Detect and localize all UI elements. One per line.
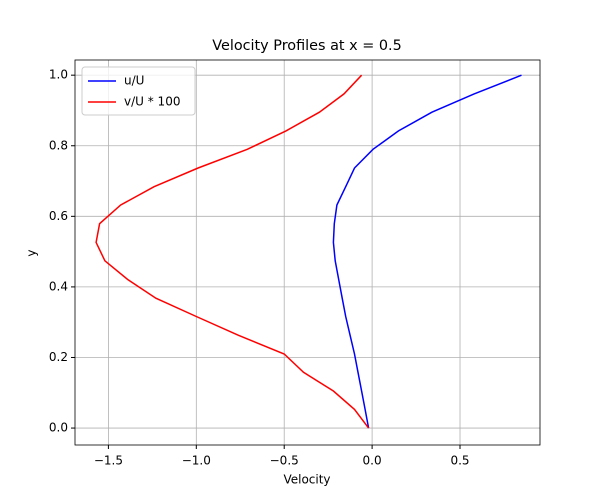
y-tick-label: 0.6 [49, 209, 68, 223]
y-axis-label: y [25, 249, 39, 256]
chart-title: Velocity Profiles at x = 0.5 [212, 38, 402, 54]
line-series [95, 74, 370, 429]
y-tick-label: 0.0 [49, 421, 68, 435]
x-tick-label: 0.5 [450, 454, 469, 468]
legend-box [81, 66, 196, 116]
legend-label: u/U [124, 74, 144, 88]
x-axis-label: Velocity [283, 473, 330, 487]
line-series [332, 74, 522, 429]
x-tick-label: −0.5 [270, 454, 299, 468]
x-tick-label: −1.5 [94, 454, 123, 468]
y-tick-label: 1.0 [49, 68, 68, 82]
x-tick-label: 0.0 [363, 454, 382, 468]
plot-frame [74, 59, 541, 446]
y-tick-label: 0.2 [49, 350, 68, 364]
x-tick-label: −1.0 [182, 454, 211, 468]
y-tick-label: 0.8 [49, 138, 68, 152]
legend-label: v/U * 100 [124, 95, 180, 109]
y-tick-label: 0.4 [49, 279, 68, 293]
